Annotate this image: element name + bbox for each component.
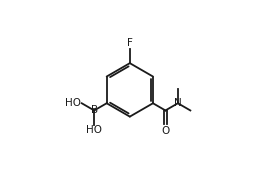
Text: HO: HO	[65, 98, 81, 108]
Text: O: O	[161, 125, 169, 135]
Text: F: F	[127, 38, 133, 48]
Text: B: B	[91, 105, 98, 116]
Text: HO: HO	[86, 125, 102, 135]
Text: N: N	[174, 98, 182, 108]
